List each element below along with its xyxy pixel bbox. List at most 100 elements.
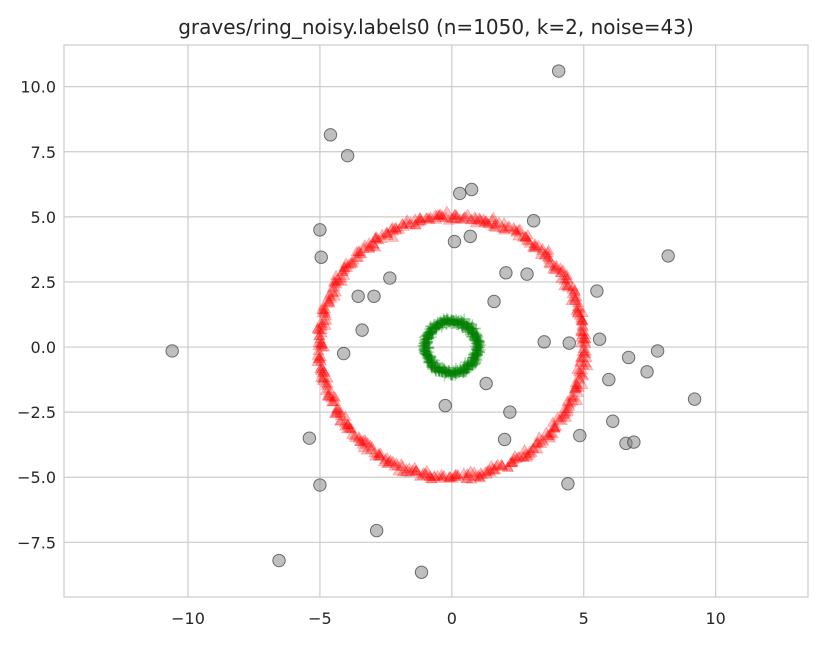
ring-point-triangle bbox=[555, 414, 569, 425]
ring-point-plus bbox=[439, 314, 450, 325]
ring-point-plus bbox=[452, 318, 463, 329]
grid-lines bbox=[63, 44, 809, 598]
ring-point-triangle bbox=[431, 469, 444, 481]
ring-point-triangle bbox=[317, 299, 330, 311]
noise-point-circle bbox=[165, 344, 179, 358]
ring-point-triangle bbox=[439, 211, 452, 222]
ring-point-plus bbox=[421, 334, 432, 345]
ring-point-plus bbox=[435, 317, 446, 328]
ring-point-plus bbox=[431, 358, 442, 369]
noise-point-circle bbox=[414, 565, 429, 579]
ring-point-plus bbox=[443, 318, 454, 329]
ring-point-triangle bbox=[572, 381, 585, 392]
ring-point-plus bbox=[453, 320, 464, 331]
ring-point-triangle bbox=[489, 463, 502, 474]
noise-point-circle bbox=[520, 267, 534, 281]
ring-point-plus bbox=[426, 352, 437, 363]
ring-point-triangle bbox=[313, 352, 326, 364]
ring-point-triangle bbox=[343, 421, 356, 433]
ring-point-plus bbox=[431, 321, 442, 332]
ring-point-plus bbox=[468, 348, 479, 359]
ring-point-triangle bbox=[461, 208, 474, 220]
x-tick-label: −10 bbox=[171, 609, 205, 628]
ring-point-triangle bbox=[555, 266, 568, 277]
ring-point-triangle bbox=[486, 462, 500, 473]
ring-point-triangle bbox=[563, 400, 576, 411]
ring-point-triangle bbox=[486, 213, 499, 225]
ring-point-plus bbox=[417, 340, 428, 351]
ring-point-triangle bbox=[409, 218, 422, 229]
ring-point-triangle bbox=[565, 390, 578, 402]
ring-point-triangle bbox=[495, 458, 508, 470]
ring-point-triangle bbox=[569, 294, 582, 305]
ring-point-triangle bbox=[448, 470, 462, 482]
ring-point-plus bbox=[452, 365, 463, 376]
ring-point-plus bbox=[453, 367, 464, 378]
ring-point-triangle bbox=[420, 468, 433, 480]
ring-point-plus bbox=[448, 367, 459, 378]
ring-point-plus bbox=[425, 324, 436, 335]
ring-point-plus bbox=[433, 319, 444, 330]
ring-point-triangle bbox=[528, 239, 541, 251]
ring-point-plus bbox=[429, 357, 440, 368]
ring-point-triangle bbox=[322, 296, 335, 307]
ring-point-plus bbox=[424, 326, 435, 337]
ring-point-triangle bbox=[568, 382, 581, 394]
ring-point-plus bbox=[448, 318, 459, 329]
ring-point-triangle bbox=[432, 209, 446, 221]
ring-point-triangle bbox=[417, 466, 430, 478]
ring-point-plus bbox=[424, 351, 435, 362]
ring-point-triangle bbox=[519, 447, 532, 459]
ring-point-triangle bbox=[316, 366, 329, 378]
ring-point-triangle bbox=[437, 469, 451, 481]
ring-point-triangle bbox=[492, 216, 506, 227]
ring-point-triangle bbox=[522, 234, 535, 246]
ring-point-plus bbox=[418, 341, 429, 352]
ring-point-plus bbox=[420, 336, 431, 347]
ring-point-plus bbox=[473, 343, 484, 354]
ring-point-plus bbox=[473, 346, 484, 357]
ring-point-plus bbox=[426, 360, 437, 371]
ring-point-plus bbox=[441, 320, 452, 331]
noise-point-circle bbox=[562, 336, 576, 350]
ring-point-triangle bbox=[345, 256, 358, 267]
ring-point-triangle bbox=[544, 429, 557, 440]
ring-point-plus bbox=[446, 315, 457, 326]
noise-point-circle bbox=[340, 148, 355, 163]
ring-point-plus bbox=[470, 349, 481, 360]
ring-point-plus bbox=[471, 332, 482, 343]
ring-point-plus bbox=[437, 317, 448, 328]
noise-series bbox=[165, 64, 702, 579]
ring-point-triangle bbox=[579, 344, 592, 356]
ring-point-plus bbox=[422, 338, 433, 349]
ring-point-plus bbox=[470, 334, 481, 345]
ring-point-triangle bbox=[496, 221, 509, 233]
ring-point-plus bbox=[471, 358, 482, 369]
ring-point-plus bbox=[445, 368, 456, 379]
ring-point-plus bbox=[442, 367, 453, 378]
ring-point-plus bbox=[432, 320, 443, 331]
ring-point-triangle bbox=[312, 344, 325, 356]
ring-point-triangle bbox=[540, 426, 553, 437]
ring-point-triangle bbox=[480, 215, 493, 226]
noise-point-circle bbox=[323, 128, 338, 142]
ring-point-triangle bbox=[565, 294, 578, 306]
ring-point-plus bbox=[448, 315, 459, 326]
ring-point-plus bbox=[423, 356, 434, 367]
ring-point-triangle bbox=[315, 337, 328, 348]
ring-point-triangle bbox=[390, 456, 403, 468]
ring-point-plus bbox=[436, 317, 447, 328]
ring-point-plus bbox=[465, 323, 476, 334]
ring-point-plus bbox=[432, 317, 443, 328]
ring-point-triangle bbox=[573, 356, 587, 367]
ring-point-plus bbox=[473, 335, 484, 346]
ring-point-triangle bbox=[543, 256, 556, 268]
tick-labels: −10 −5 0 5 10 −7.5 −5.0 −2.5 0.0 2.5 5.0 7.5 10.0 bbox=[17, 78, 726, 628]
ring-point-triangle bbox=[396, 217, 409, 229]
noise-point-circle bbox=[640, 365, 654, 379]
ring-point-plus bbox=[426, 360, 437, 371]
ring-point-triangle bbox=[550, 420, 563, 431]
ring-point-plus bbox=[437, 361, 448, 372]
ring-point-triangle bbox=[568, 291, 581, 302]
ring-point-triangle bbox=[338, 260, 351, 272]
